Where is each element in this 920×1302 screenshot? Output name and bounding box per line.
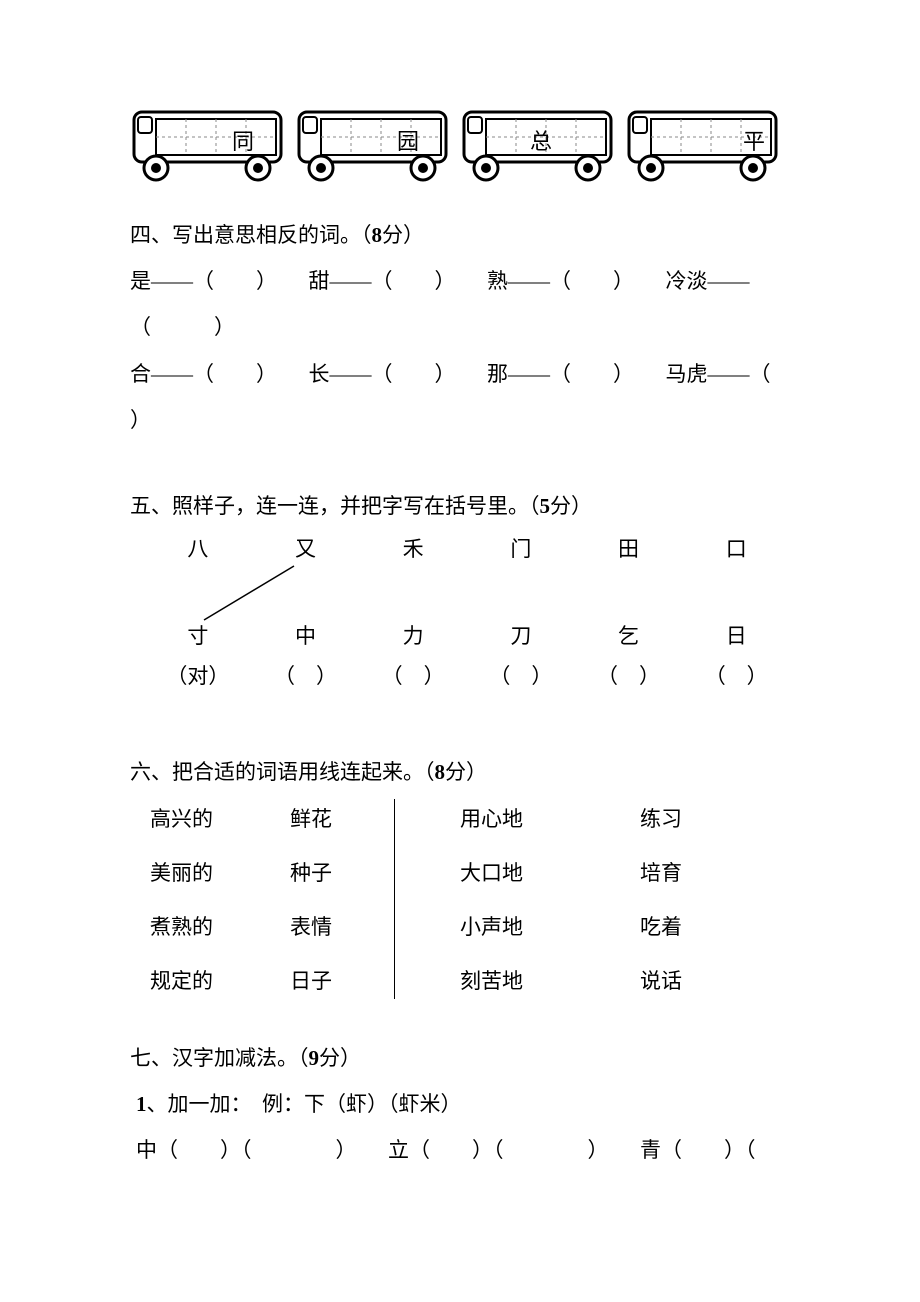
q5-connector-row (144, 562, 790, 624)
q5-r2c2: 中 (252, 624, 360, 649)
q6-lb-1: 鲜花 (290, 803, 390, 833)
section6-title-text: 六、把合适的词语用线连起来。（ (130, 760, 435, 784)
q6-rightA: 用心地 大口地 小声地 刻苦地 (420, 803, 640, 995)
section7-sub1: 1、加一加： 例：下（虾）（虾米） (136, 1081, 790, 1127)
section7-sub1-text: 、加一加： 例：下（虾）（虾米） (147, 1092, 462, 1116)
q6-leftB: 鲜花 种子 表情 日子 (290, 803, 390, 995)
q6-la-3: 煮熟的 (150, 911, 290, 941)
section4-points: 8 (372, 223, 383, 247)
section7-title: 七、汉字加减法。（9分） (130, 1035, 790, 1081)
bus-1: 同 (130, 110, 285, 182)
q5-r3c6: （ ） (682, 664, 790, 689)
q6-ra-4: 刻苦地 (460, 965, 640, 995)
q6-ra-3: 小声地 (460, 911, 640, 941)
q5-r3c2: （ ） (252, 664, 360, 689)
bus-row: 同 园 (130, 110, 790, 182)
section5-points: 5 (540, 494, 551, 518)
section4-line2b: ） (130, 397, 790, 443)
q5-row2: 寸 中 力 刀 乞 日 (144, 624, 790, 649)
section6-title: 六、把合适的词语用线连起来。（8分） (130, 749, 790, 795)
q5-r2c3: 力 (359, 624, 467, 649)
q6-rb-1: 练习 (640, 803, 720, 833)
bus-1-char: 同 (232, 124, 254, 156)
q6-ra-2: 大口地 (460, 857, 640, 887)
section4-title-text: 四、写出意思相反的词。（ (130, 223, 372, 247)
q6-la-1: 高兴的 (150, 803, 290, 833)
q5-r1c5: 田 (575, 537, 683, 562)
section5-title-text: 五、照样子，连一连，并把字写在括号里。（ (130, 494, 540, 518)
q6-rightB: 练习 培育 吃着 说话 (640, 803, 720, 995)
q6-lb-2: 种子 (290, 857, 390, 887)
q5-row3: （对） （ ） （ ） （ ） （ ） （ ） (144, 664, 790, 689)
q6-wrap: 高兴的 美丽的 煮熟的 规定的 鲜花 种子 表情 日子 用心地 大口地 小声地 … (150, 803, 790, 995)
q5-r1c4: 门 (467, 537, 575, 562)
q5-r3c4: （ ） (467, 664, 575, 689)
q5-r3c1: （对） (144, 664, 252, 689)
q5-r2c6: 日 (682, 624, 790, 649)
section4-line1b: （ ） (130, 304, 790, 350)
bus-3-char: 总 (530, 124, 552, 156)
section7-title-text: 七、汉字加减法。（ (130, 1046, 309, 1070)
q6-lb-4: 日子 (290, 965, 390, 995)
section7-unit: 分） (319, 1046, 361, 1070)
q6-la-4: 规定的 (150, 965, 290, 995)
connector-line-icon (144, 562, 360, 624)
bus-2-char: 园 (397, 124, 419, 156)
bus-2: 园 (295, 110, 450, 182)
q5-r1c2: 又 (252, 537, 360, 562)
q5-row1: 八 又 禾 门 田 口 (144, 537, 790, 562)
section5-unit: 分） (550, 494, 592, 518)
q6-leftA: 高兴的 美丽的 煮熟的 规定的 (150, 803, 290, 995)
q5-r1c6: 口 (682, 537, 790, 562)
section4-line2: 合——（ ） 长——（ ） 那——（ ） 马虎——（ (130, 351, 790, 397)
section6-points: 8 (435, 760, 446, 784)
q6-ra-1: 用心地 (460, 803, 640, 833)
q5-r3c3: （ ） (359, 664, 467, 689)
q5-r2c4: 刀 (467, 624, 575, 649)
bus-3: 总 (460, 110, 615, 182)
vertical-divider-icon (394, 799, 395, 999)
q6-rb-3: 吃着 (640, 911, 720, 941)
section4-unit: 分） (382, 223, 424, 247)
section7-points: 9 (309, 1046, 320, 1070)
q5-r2c1: 寸 (144, 624, 252, 649)
q6-lb-3: 表情 (290, 911, 390, 941)
q5-r1c3: 禾 (359, 537, 467, 562)
section4-title: 四、写出意思相反的词。（8分） (130, 212, 790, 258)
q5-r2c5: 乞 (575, 624, 683, 649)
section7-sub1-line: 中（ ）（ ） 立（ ）（ ） 青（ ）（ (136, 1127, 790, 1173)
q5-r1c1: 八 (144, 537, 252, 562)
q6-divider (390, 803, 420, 995)
bus-4-char: 平 (743, 124, 765, 156)
section5-title: 五、照样子，连一连，并把字写在括号里。（5分） (130, 483, 790, 529)
q5-grid: 八 又 禾 门 田 口 寸 中 力 刀 乞 日 (144, 537, 790, 689)
bus-4: 平 (625, 110, 780, 182)
section7-sub1-num: 1 (136, 1092, 147, 1116)
q6-la-2: 美丽的 (150, 857, 290, 887)
section4-line1: 是——（ ） 甜——（ ） 熟——（ ） 冷淡—— (130, 258, 790, 304)
q6-rb-4: 说话 (640, 965, 720, 995)
q6-rb-2: 培育 (640, 857, 720, 887)
q5-r3c5: （ ） (575, 664, 683, 689)
section6-unit: 分） (445, 760, 487, 784)
